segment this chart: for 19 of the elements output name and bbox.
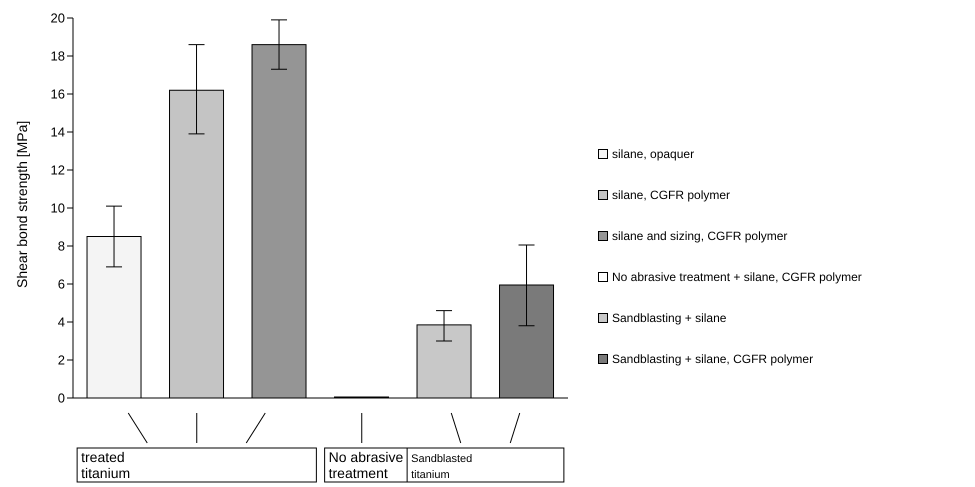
y-tick-label: 14 [50,124,65,140]
y-tick-label: 4 [58,314,65,330]
legend-label: silane and sizing, CGFR polymer [612,228,788,242]
y-tick-label: 18 [50,48,65,64]
legend-label: Sandblasting + silane [612,310,726,324]
y-tick-label: 2 [58,352,65,368]
y-tick-label: 16 [50,86,65,102]
legend-label: No abrasive treatment + silane, CGFR polymer [612,270,862,284]
legend-label: silane, CGFR polymer [612,188,730,202]
y-tick-label: 20 [50,10,65,26]
y-tick-label: 10 [50,200,65,216]
y-tick-label: 8 [58,238,65,254]
group-labels: treated titanium No abrasive treatment Sandblasted titanium [8,408,578,483]
y-tick-label: 0 [58,390,65,406]
legend-label: silane, opaquer [612,146,694,160]
legend-label: Sandblasting + silane, CGFR polymer [612,352,814,366]
y-axis-title: Shear bond strength [MPa] [14,120,30,288]
y-tick-label: 6 [58,276,65,292]
y-tick-label: 12 [50,162,65,178]
